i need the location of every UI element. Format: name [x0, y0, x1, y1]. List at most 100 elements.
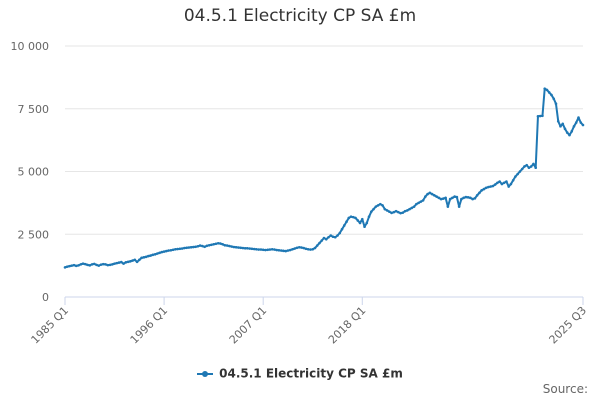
- data-point[interactable]: [509, 182, 513, 186]
- data-point[interactable]: [212, 242, 215, 246]
- data-point[interactable]: [95, 263, 98, 267]
- data-point[interactable]: [83, 262, 87, 266]
- data-point[interactable]: [554, 102, 558, 106]
- data-point[interactable]: [104, 263, 107, 266]
- data-point[interactable]: [214, 242, 218, 246]
- data-point[interactable]: [426, 192, 429, 196]
- data-point[interactable]: [437, 196, 441, 200]
- data-point[interactable]: [475, 194, 479, 197]
- data-point[interactable]: [122, 262, 125, 265]
- data-point[interactable]: [471, 197, 474, 201]
- data-point[interactable]: [417, 201, 420, 205]
- data-point[interactable]: [277, 249, 281, 252]
- data-point[interactable]: [390, 211, 393, 215]
- data-point[interactable]: [473, 197, 477, 200]
- data-point[interactable]: [295, 246, 299, 250]
- data-point[interactable]: [451, 196, 454, 200]
- data-point[interactable]: [252, 247, 256, 251]
- data-point[interactable]: [306, 248, 310, 251]
- data-point[interactable]: [556, 120, 560, 123]
- data-point[interactable]: [90, 263, 94, 266]
- data-point[interactable]: [246, 247, 249, 250]
- data-point[interactable]: [419, 200, 423, 203]
- data-point[interactable]: [424, 195, 427, 198]
- data-point[interactable]: [117, 261, 121, 264]
- data-point[interactable]: [273, 248, 276, 251]
- data-point[interactable]: [363, 225, 366, 229]
- data-point[interactable]: [392, 210, 396, 214]
- data-point[interactable]: [237, 246, 240, 249]
- data-point[interactable]: [81, 262, 85, 265]
- data-point[interactable]: [365, 221, 369, 225]
- data-point[interactable]: [259, 248, 263, 251]
- data-point[interactable]: [336, 234, 339, 237]
- data-point[interactable]: [248, 247, 251, 250]
- data-point[interactable]: [167, 249, 170, 252]
- data-point[interactable]: [444, 196, 447, 200]
- data-point[interactable]: [406, 209, 409, 212]
- data-point[interactable]: [135, 260, 139, 264]
- data-point[interactable]: [264, 248, 267, 252]
- data-point[interactable]: [68, 264, 71, 268]
- data-point[interactable]: [570, 130, 574, 133]
- data-point[interactable]: [174, 248, 177, 251]
- source-link[interactable]: Source:: [542, 382, 588, 396]
- data-point[interactable]: [460, 197, 463, 201]
- data-point[interactable]: [322, 236, 326, 240]
- data-point[interactable]: [552, 97, 556, 101]
- data-point[interactable]: [225, 244, 229, 247]
- data-point[interactable]: [257, 248, 260, 251]
- data-point[interactable]: [266, 248, 270, 252]
- data-point[interactable]: [500, 182, 504, 186]
- data-point[interactable]: [367, 215, 371, 218]
- data-point[interactable]: [282, 249, 285, 253]
- data-point[interactable]: [464, 195, 468, 199]
- data-point[interactable]: [315, 244, 319, 247]
- data-point[interactable]: [491, 184, 495, 188]
- data-point[interactable]: [70, 264, 74, 267]
- data-point[interactable]: [304, 247, 308, 251]
- data-point[interactable]: [291, 248, 294, 251]
- data-point[interactable]: [453, 195, 456, 198]
- data-point[interactable]: [171, 248, 175, 252]
- data-point[interactable]: [320, 239, 324, 242]
- data-point[interactable]: [140, 256, 143, 260]
- data-point[interactable]: [108, 263, 112, 267]
- data-point[interactable]: [144, 255, 148, 259]
- data-point[interactable]: [149, 254, 152, 257]
- data-point[interactable]: [469, 196, 472, 200]
- data-point[interactable]: [410, 206, 414, 210]
- data-point[interactable]: [176, 247, 179, 251]
- data-point[interactable]: [63, 266, 67, 269]
- data-point[interactable]: [77, 264, 80, 267]
- data-point[interactable]: [514, 175, 517, 178]
- data-point[interactable]: [385, 209, 389, 212]
- data-point[interactable]: [147, 254, 150, 258]
- data-point[interactable]: [293, 247, 297, 250]
- data-point[interactable]: [545, 88, 549, 92]
- data-point[interactable]: [421, 199, 425, 202]
- data-point[interactable]: [138, 258, 141, 262]
- data-point[interactable]: [162, 250, 166, 253]
- data-point[interactable]: [250, 247, 254, 251]
- data-point[interactable]: [318, 241, 321, 245]
- data-point[interactable]: [383, 207, 387, 211]
- data-point[interactable]: [194, 245, 197, 249]
- data-point[interactable]: [403, 209, 407, 213]
- data-point[interactable]: [205, 244, 209, 248]
- data-point[interactable]: [351, 215, 355, 219]
- data-point[interactable]: [415, 202, 418, 206]
- data-point[interactable]: [232, 245, 236, 249]
- data-point[interactable]: [574, 121, 578, 124]
- data-point[interactable]: [333, 235, 337, 239]
- data-point[interactable]: [286, 249, 290, 252]
- data-point[interactable]: [313, 246, 317, 250]
- data-point[interactable]: [189, 246, 193, 249]
- data-point[interactable]: [86, 263, 89, 267]
- data-point[interactable]: [430, 192, 434, 196]
- data-point[interactable]: [433, 194, 436, 197]
- data-point[interactable]: [187, 246, 191, 249]
- data-point[interactable]: [115, 261, 119, 265]
- data-point[interactable]: [230, 245, 233, 248]
- data-point[interactable]: [496, 181, 499, 185]
